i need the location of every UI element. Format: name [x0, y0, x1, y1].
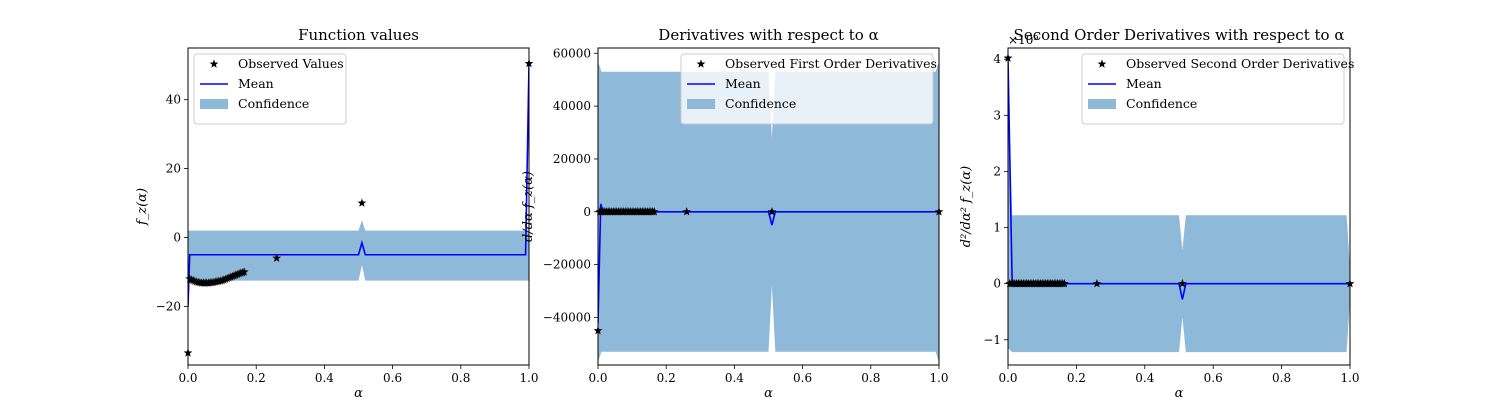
chart-title: Second Order Derivatives with respect to… — [1014, 26, 1345, 44]
legend-marker-confidence — [1088, 99, 1116, 109]
x-tick-label: 0.0 — [998, 371, 1017, 385]
observed-point — [682, 207, 692, 216]
legend-marker-observed — [1097, 59, 1107, 68]
legend: Observed Second Order Derivatives Mean Con… — [1081, 53, 1354, 125]
y-tick-label: 20000 — [553, 152, 591, 166]
x-tick-label: 0.2 — [1067, 371, 1086, 385]
y-axis-label: d²/dα² f_z(α) — [959, 166, 974, 247]
legend-marker-observed — [696, 59, 706, 68]
x-tick-label: 0.4 — [1135, 371, 1154, 385]
chart-title: Function values — [298, 26, 419, 44]
x-tick-label: 0.6 — [1204, 371, 1223, 385]
x-tick-label: 0.0 — [588, 371, 607, 385]
x-tick-label: 0.8 — [1272, 371, 1291, 385]
mean-line — [188, 63, 529, 307]
observed-point — [1178, 279, 1187, 288]
y-tick-label: 40000 — [553, 99, 591, 113]
y-tick-label: −40000 — [543, 310, 591, 324]
chart-panel-1: 0.0 0.2 0.4 0.6 0.8 1.0 −20 0 20 40 Function value… — [135, 26, 539, 400]
x-tick-label: 0.6 — [793, 371, 812, 385]
observed-point — [1092, 279, 1102, 288]
x-axis-label: α — [354, 386, 363, 400]
legend-box — [680, 53, 934, 125]
legend-marker-confidence — [687, 99, 715, 109]
x-tick-label: 0.8 — [451, 371, 470, 385]
chart-title: Derivatives with respect to α — [658, 26, 878, 44]
y-tick-label: 20 — [166, 162, 181, 176]
x-tick-label: 1.0 — [929, 371, 948, 385]
x-tick-label: 1.0 — [1340, 371, 1359, 385]
legend-label-observed: Observed First Order Derivatives — [725, 56, 937, 71]
legend: Observed First Order Derivatives Mean Conf… — [680, 53, 937, 125]
y-tick-label: 40 — [166, 93, 181, 107]
x-tick-label: 0.0 — [178, 371, 197, 385]
chart-panel-3: 0.0 0.2 0.4 0.6 0.8 1.0 −1 0 1 2 3 4 Second Order De… — [959, 26, 1360, 400]
legend: Observed Values Mean Confidence — [193, 53, 347, 125]
chart-panel-2: 0.0 0.2 0.4 0.6 0.8 1.0 −40000 −20000 0 20000 4000… — [521, 26, 949, 400]
y-offset-text: ×10⁹ — [1008, 33, 1038, 47]
observed-point — [239, 267, 249, 276]
observed-point — [1060, 279, 1069, 288]
x-tick-label: 0.4 — [725, 371, 744, 385]
confidence-band — [1008, 70, 1350, 353]
y-tick-label: −1 — [983, 333, 1001, 347]
y-tick-label: 0 — [583, 205, 591, 219]
mean-line — [1008, 59, 1350, 300]
y-tick-label: 3 — [993, 108, 1001, 122]
y-axis-label: d/dα f_z(α) — [521, 171, 536, 242]
plot-data-group — [188, 63, 529, 307]
legend-marker-observed — [209, 59, 219, 68]
plot-data-group — [1008, 59, 1350, 353]
x-tick-label: 0.6 — [383, 371, 402, 385]
x-tick-label: 1.0 — [519, 371, 538, 385]
x-tick-label: 0.8 — [861, 371, 880, 385]
observed-point — [272, 253, 282, 262]
y-axis-label: f_z(α) — [135, 188, 150, 226]
legend-label-observed: Observed Values — [238, 56, 344, 71]
axes-frame — [1007, 47, 1351, 366]
observed-point — [767, 207, 777, 216]
legend-marker-confidence — [200, 99, 228, 109]
y-tick-label: −20000 — [543, 258, 591, 272]
y-tick-label: 60000 — [553, 46, 591, 60]
plot-data-group — [598, 61, 939, 363]
legend-label-confidence: Confidence — [725, 96, 796, 111]
legend-label-observed: Observed Second Order Derivatives — [1126, 56, 1354, 71]
x-axis-label: α — [764, 386, 773, 400]
y-tick-label: 1 — [993, 221, 1001, 235]
legend-box — [193, 53, 347, 125]
confidence-band — [188, 220, 529, 281]
y-tick-label: 4 — [993, 52, 1001, 66]
observed-point — [649, 207, 659, 216]
observed-point — [357, 198, 367, 207]
x-tick-label: 0.4 — [315, 371, 334, 385]
legend-box — [1081, 53, 1345, 125]
x-axis-label: α — [1175, 386, 1184, 400]
axes-frame — [187, 47, 530, 366]
legend-label-confidence: Confidence — [238, 96, 309, 111]
legend-label-mean: Mean — [1126, 76, 1162, 91]
legend-label-mean: Mean — [725, 76, 761, 91]
legend-label-confidence: Confidence — [1126, 96, 1197, 111]
y-tick-label: 2 — [993, 164, 1001, 178]
x-tick-label: 0.2 — [247, 371, 266, 385]
axes-frame — [597, 47, 940, 366]
mean-line — [598, 203, 939, 323]
y-tick-label: −20 — [156, 299, 181, 313]
x-tick-label: 0.2 — [657, 371, 676, 385]
legend-label-mean: Mean — [238, 76, 274, 91]
y-tick-label: 0 — [993, 277, 1001, 291]
y-tick-label: 0 — [173, 231, 181, 245]
